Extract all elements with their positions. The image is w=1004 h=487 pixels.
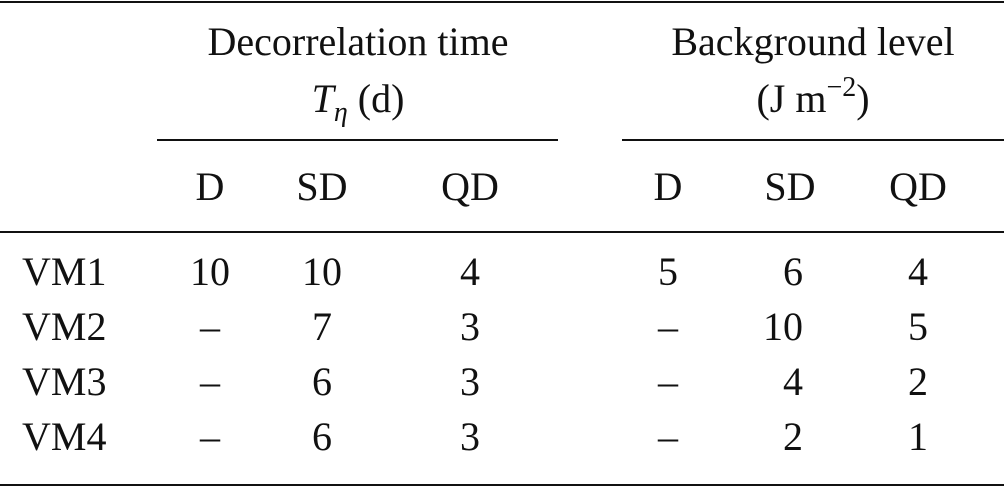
cell: 10 — [302, 249, 342, 294]
cell: 6 — [783, 249, 803, 294]
column-header: SD — [764, 164, 815, 209]
unit-close: ) — [856, 76, 869, 121]
cell: 4 — [908, 249, 928, 294]
column-header: QD — [441, 164, 499, 209]
cell: – — [657, 359, 679, 404]
unit-text: (d) — [348, 76, 405, 121]
cell: 4 — [783, 359, 803, 404]
cell: – — [199, 304, 221, 349]
cell: – — [657, 304, 679, 349]
group-unit: Tη (d) — [312, 76, 405, 128]
subscript: η — [334, 97, 348, 128]
row-label: VM4 — [22, 414, 106, 459]
row-label: VM1 — [22, 249, 106, 294]
cell: – — [199, 414, 221, 459]
column-header: D — [654, 164, 683, 209]
cell: – — [657, 414, 679, 459]
cell: 6 — [312, 359, 332, 404]
column-header: D — [196, 164, 225, 209]
cell: 1 — [908, 414, 928, 459]
column-header: QD — [889, 164, 947, 209]
cell: 2 — [783, 414, 803, 459]
group-title: Decorrelation time — [208, 19, 509, 64]
cell: 4 — [460, 249, 480, 294]
group-unit: (J m−2) — [756, 72, 869, 121]
cell: 2 — [908, 359, 928, 404]
cell: 3 — [460, 359, 480, 404]
cell: 7 — [312, 304, 332, 349]
superscript: −2 — [826, 72, 856, 103]
cell: 5 — [908, 304, 928, 349]
group-title: Background level — [671, 19, 954, 64]
cell: 3 — [460, 304, 480, 349]
cell: 3 — [460, 414, 480, 459]
cell: 6 — [312, 414, 332, 459]
cell: – — [199, 359, 221, 404]
unit-text: (J m — [756, 76, 826, 121]
cell: 10 — [763, 304, 803, 349]
column-header: SD — [296, 164, 347, 209]
cell: 5 — [658, 249, 678, 294]
row-label: VM3 — [22, 359, 106, 404]
symbol: T — [312, 76, 337, 121]
row-label: VM2 — [22, 304, 106, 349]
cell: 10 — [190, 249, 230, 294]
